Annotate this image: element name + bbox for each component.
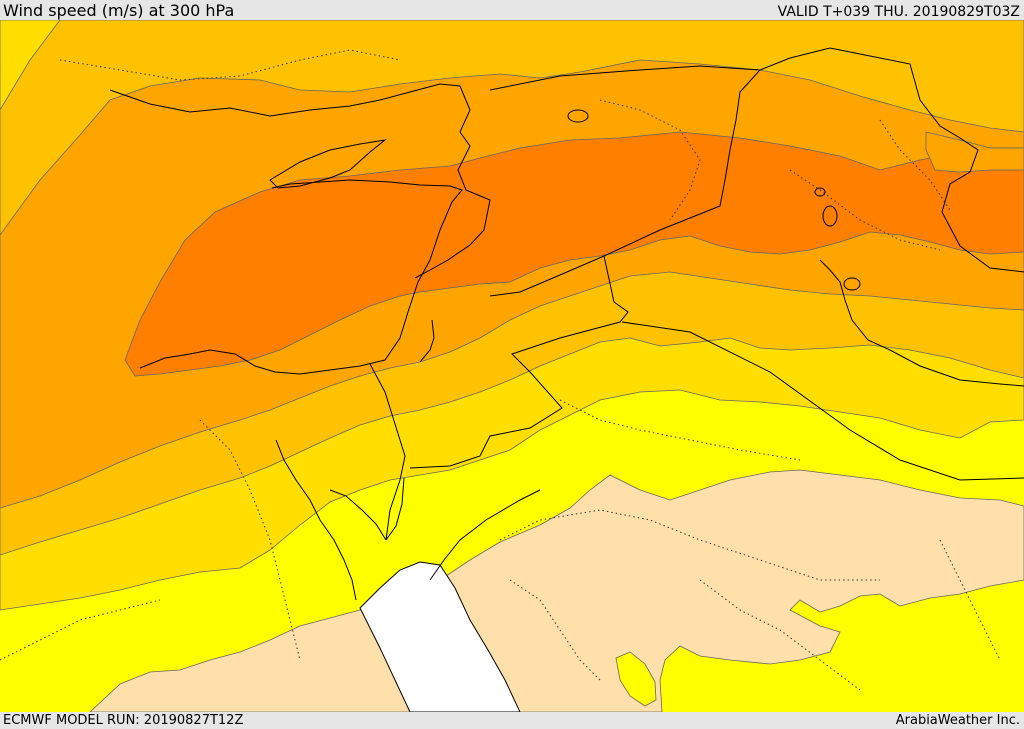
coastline-mediterranean: [139, 179, 463, 375]
borders: [369, 47, 1024, 541]
coastline-gulf: [819, 259, 1024, 387]
red-sea: [359, 561, 521, 712]
footer-bar: ECMWF MODEL RUN: 20190827T12Z ArabiaWeat…: [0, 712, 1024, 729]
wind-band-top-left: [0, 20, 61, 111]
model-run-label: ECMWF MODEL RUN: 20190827T12Z: [3, 713, 244, 728]
header-bar: Wind speed (m/s) at 300 hPa VALID T+039 …: [0, 0, 1024, 20]
wind-band-orange-patch: [925, 131, 1024, 173]
internal-boundaries: [0, 49, 1001, 691]
credit-label: ArabiaWeather Inc.: [895, 713, 1020, 728]
wind-band-yellow-island: [615, 651, 657, 707]
wind-speed-map: [0, 20, 1024, 712]
coastline-turkey: [109, 83, 471, 191]
chart-title: Wind speed (m/s) at 300 hPa: [3, 1, 235, 20]
lakes: [567, 109, 861, 291]
wind-band-dark-orange: [124, 131, 1024, 377]
valid-time: VALID T+039 THU. 20190829T03Z: [777, 4, 1020, 20]
coastline-egypt: [275, 439, 541, 601]
island-cyprus: [269, 139, 387, 189]
calm-area-arabia: [439, 469, 1024, 712]
